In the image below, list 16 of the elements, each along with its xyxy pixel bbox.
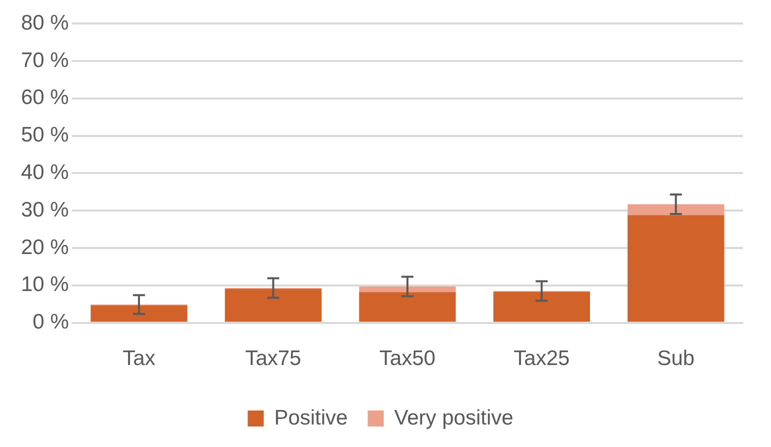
legend-label: Very positive: [394, 406, 514, 430]
y-tick-label: 70 %: [20, 48, 69, 72]
x-tick-label: Tax: [122, 347, 156, 370]
y-tick-label: 20 %: [20, 236, 69, 259]
y-tick-label: 80 %: [20, 11, 69, 34]
y-tick-label: 50 %: [20, 124, 69, 147]
x-tick-label: Sub: [657, 347, 695, 370]
y-tick-label: 30 %: [20, 198, 69, 222]
legend-label: Positive: [274, 406, 348, 430]
y-tick-label: 10 %: [20, 273, 69, 296]
x-tick-label: Tax50: [379, 347, 436, 370]
x-tick-label: Tax75: [245, 347, 302, 370]
x-tick-label: Tax25: [514, 347, 570, 370]
y-tick-label: 60 %: [20, 86, 69, 110]
y-tick-label: 40 %: [20, 160, 69, 184]
y-tick-label: 0 %: [32, 310, 69, 334]
